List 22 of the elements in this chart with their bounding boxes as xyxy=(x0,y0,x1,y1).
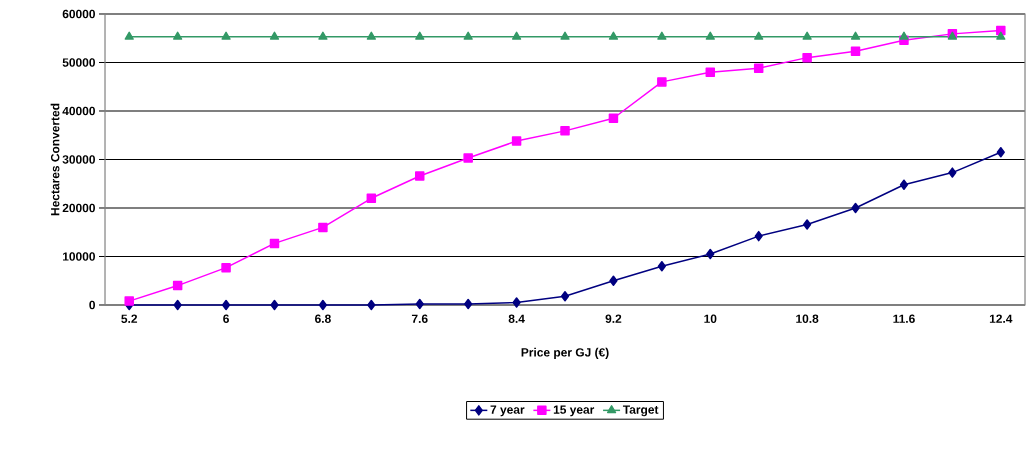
x-tick-label: 10.8 xyxy=(796,314,819,323)
y-tick-label: 0 xyxy=(89,300,95,310)
x-tick-label: 6.8 xyxy=(315,314,331,323)
x-tick-label: 8.4 xyxy=(508,314,525,323)
y-tick-label: 60000 xyxy=(62,9,95,19)
y-tick-label: 10000 xyxy=(63,252,95,261)
x-tick-label: 9.2 xyxy=(605,314,622,323)
y-tick-label: 50000 xyxy=(62,58,95,67)
legend-label: Target xyxy=(622,405,659,417)
x-tick-label: 7.6 xyxy=(411,314,428,323)
x-tick-label: 6 xyxy=(223,314,229,323)
x-tick-label: 12.4 xyxy=(989,314,1013,323)
x-tick-label: 11.6 xyxy=(893,314,915,323)
legend-label: 15 year xyxy=(553,405,595,417)
y-tick-label: 40000 xyxy=(62,106,95,116)
y-axis-title: Hectares Converted xyxy=(50,103,60,216)
x-axis-title: Price per GJ (€) xyxy=(521,347,609,359)
legend-label: 7 year xyxy=(490,405,525,417)
y-tick-label: 30000 xyxy=(62,155,95,164)
x-tick-label: 10 xyxy=(704,314,717,323)
x-tick-label: 5.2 xyxy=(121,314,138,323)
y-tick-label: 20000 xyxy=(62,203,95,213)
